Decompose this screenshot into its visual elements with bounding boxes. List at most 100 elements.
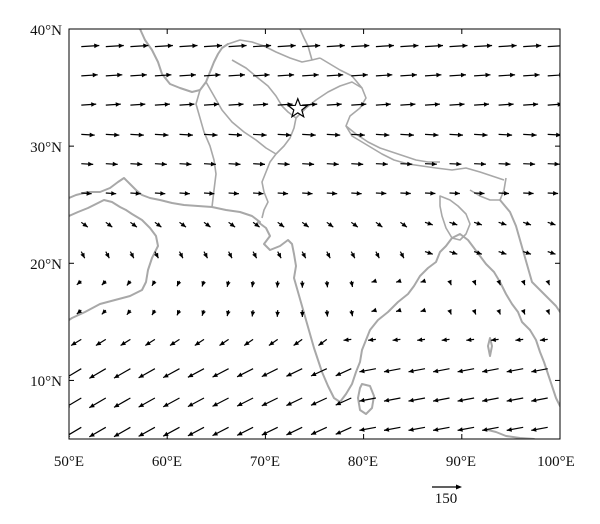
- wind-vector-head: [382, 161, 388, 167]
- wind-vector-head: [384, 368, 390, 374]
- wind-vector-head: [408, 132, 414, 138]
- wind-vector-head: [303, 222, 309, 228]
- wind-vector-head: [417, 337, 423, 342]
- coastline-caspian: [139, 29, 229, 93]
- wind-vector-head: [111, 191, 117, 196]
- wind-vector-head: [237, 372, 243, 377]
- wind-vector-head: [375, 252, 380, 259]
- wind-vector-head: [177, 309, 182, 316]
- wind-vector-head: [505, 161, 511, 167]
- wind-vector-head: [92, 72, 98, 78]
- wind-vector-head: [215, 72, 221, 78]
- wind-vector-head: [170, 340, 176, 346]
- wind-vector-head: [471, 279, 477, 286]
- wind-vector-head: [266, 43, 272, 49]
- wind-vector-head: [138, 432, 145, 437]
- wind-vector-head: [76, 279, 82, 285]
- wind-vector-head: [358, 161, 364, 167]
- wind-vector-head: [433, 427, 439, 432]
- border-pakistan: [231, 59, 297, 219]
- wind-vector-head: [381, 191, 387, 196]
- wind-vector-head: [184, 191, 190, 196]
- wind-vector-head: [138, 132, 144, 138]
- wind-vector-head: [112, 161, 118, 167]
- x-tick-label: 60°E: [152, 454, 182, 470]
- wind-vector-head: [388, 43, 394, 49]
- wind-vector-head: [408, 397, 414, 403]
- wind-vector-head: [250, 281, 256, 288]
- wind-vector-head: [311, 430, 317, 435]
- reference-vector-head: [456, 484, 462, 490]
- wind-vector-head: [126, 309, 132, 315]
- wind-vector-head: [89, 432, 95, 437]
- wind-vector-head: [293, 340, 300, 346]
- wind-vector-head: [427, 250, 433, 255]
- wind-vector-head: [301, 252, 306, 259]
- wind-vector-head: [88, 161, 94, 167]
- wind-vector-head: [561, 44, 566, 49]
- coastline-arabia-iran: [69, 199, 159, 321]
- wind-vector-head: [486, 43, 493, 49]
- wind-vector-head: [545, 279, 550, 286]
- wind-vector-head: [350, 252, 355, 259]
- wind-vector-head: [101, 309, 107, 315]
- wind-vector-head: [482, 368, 488, 374]
- wind-vector-head: [307, 191, 313, 196]
- border-nepal: [345, 125, 440, 163]
- y-tick-label: 30°N: [30, 140, 62, 156]
- wind-vector-head: [227, 252, 232, 259]
- wind-vector-head: [311, 371, 317, 376]
- x-tick-labels: 50°E 60°E 70°E 80°E 90°E 100°E: [54, 454, 575, 470]
- wind-vector-head: [114, 132, 120, 138]
- wind-vector-head: [339, 43, 345, 49]
- wind-vector-head: [333, 161, 339, 167]
- wind-vector-head: [430, 191, 436, 196]
- wind-vector-head: [135, 191, 141, 196]
- wind-vector-head: [233, 191, 239, 196]
- wind-vector-head: [457, 132, 463, 138]
- wind-vector-head: [143, 43, 149, 49]
- wind-vector-head: [550, 221, 556, 226]
- border-central-asia: [227, 39, 321, 63]
- wind-vector-head: [392, 337, 398, 342]
- wind-vector-head: [384, 132, 390, 138]
- wind-vector-head: [343, 337, 349, 342]
- wind-vector-head: [482, 427, 488, 432]
- wind-vector-head: [356, 191, 362, 196]
- wind-vector-head: [405, 191, 411, 196]
- border-bangladesh: [439, 195, 471, 241]
- wind-vector: [547, 74, 560, 77]
- wind-vector-head: [286, 401, 292, 406]
- wind-vector-head: [420, 278, 427, 283]
- wind-vector-head: [212, 132, 218, 138]
- x-tick-label: 70°E: [250, 454, 280, 470]
- wind-vector-head: [384, 397, 390, 403]
- wind-vector-head: [530, 161, 536, 167]
- wind-vector-head: [533, 102, 539, 107]
- wind-vector-head: [129, 252, 134, 259]
- wind-vector-head: [359, 368, 365, 374]
- wind-vector-head: [413, 43, 419, 49]
- reference-vector-key: 150: [432, 484, 462, 507]
- wind-vector-head: [167, 43, 173, 49]
- coastline-southeast-asia: [529, 329, 560, 407]
- wind-vector-head: [315, 43, 321, 49]
- wind-vector-head: [324, 311, 330, 317]
- wind-vector-head: [454, 191, 460, 196]
- wind-vector-head: [229, 222, 236, 228]
- wind-vector-head: [275, 282, 280, 288]
- wind-vector-head: [525, 221, 531, 226]
- wind-vector-head: [187, 402, 194, 407]
- wind-vector-head: [118, 43, 124, 49]
- y-tick-label: 20°N: [30, 257, 62, 273]
- wind-vector-head: [300, 311, 305, 317]
- wind-vector-head: [278, 222, 285, 228]
- wind-vector-head: [456, 161, 462, 167]
- wind-vector-field: [69, 43, 566, 438]
- wind-vector-head: [104, 252, 110, 259]
- wind-vector-head: [226, 281, 231, 287]
- wind-vector-head: [441, 337, 447, 342]
- wind-vector-head: [459, 102, 465, 107]
- wind-vector-head: [177, 280, 182, 287]
- wind-vector-head: [457, 427, 463, 432]
